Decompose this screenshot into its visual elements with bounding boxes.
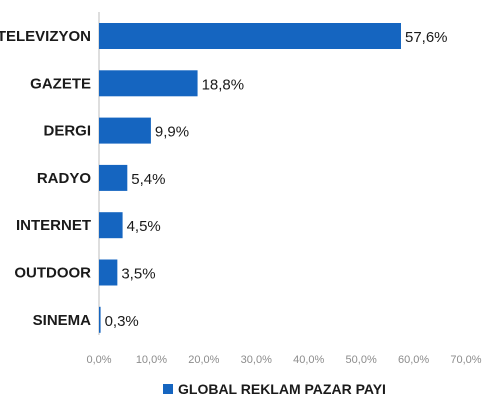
category-label-televizyon: TELEVIZYON bbox=[0, 28, 91, 45]
x-tick-label: 50,0% bbox=[346, 354, 377, 366]
category-label-gazete: GAZETE bbox=[30, 75, 91, 92]
value-label-outdoor: 3,5% bbox=[121, 266, 155, 283]
value-label-televizyon: 57,6% bbox=[405, 29, 448, 46]
category-label-internet: INTERNET bbox=[16, 217, 91, 234]
x-tick-label: 10,0% bbox=[136, 354, 167, 366]
x-tick-label: 20,0% bbox=[188, 354, 219, 366]
value-label-internet: 4,5% bbox=[127, 218, 161, 235]
value-label-sinema: 0,3% bbox=[105, 313, 139, 330]
x-tick-label: 40,0% bbox=[293, 354, 324, 366]
legend-swatch bbox=[163, 384, 173, 394]
bar-outdoor bbox=[99, 259, 118, 286]
bar-dergi bbox=[99, 117, 151, 144]
bar-televizyon bbox=[99, 23, 401, 49]
value-label-radyo: 5,4% bbox=[131, 171, 165, 188]
category-label-radyo: RADYO bbox=[37, 170, 92, 187]
x-tick-label: 30,0% bbox=[241, 354, 272, 366]
bar-gazete bbox=[99, 70, 198, 97]
category-label-dergi: DERGI bbox=[43, 123, 91, 140]
bar-radyo bbox=[99, 164, 128, 191]
x-tick-labels: 0,0% 10,0% 20,0% 30,0% 40,0% 50,0% 60,0% 70,0% bbox=[86, 354, 481, 366]
value-label-dergi: 9,9% bbox=[155, 124, 189, 141]
x-tick-label: 0,0% bbox=[86, 354, 111, 366]
category-labels: TELEVIZYON GAZETE DERGI RADYO INTERNET OUTDOO… bbox=[0, 28, 91, 329]
legend-label: GLOBAL REKLAM PAZAR PAYI bbox=[178, 381, 386, 397]
x-tick-label: 70,0% bbox=[450, 354, 481, 366]
x-tick-label: 60,0% bbox=[398, 354, 429, 366]
category-label-outdoor: OUTDOOR bbox=[14, 265, 91, 282]
value-labels: 57,6% 18,8% 9,9% 5,4% 4,5% 3,5% 0,3% bbox=[105, 29, 448, 330]
bar-sinema bbox=[99, 306, 101, 333]
value-label-gazete: 18,8% bbox=[202, 76, 245, 93]
bars-group bbox=[99, 23, 401, 333]
category-label-sinema: SINEMA bbox=[33, 312, 92, 329]
legend: GLOBAL REKLAM PAZAR PAYI bbox=[163, 381, 386, 397]
bar-internet bbox=[99, 212, 123, 239]
